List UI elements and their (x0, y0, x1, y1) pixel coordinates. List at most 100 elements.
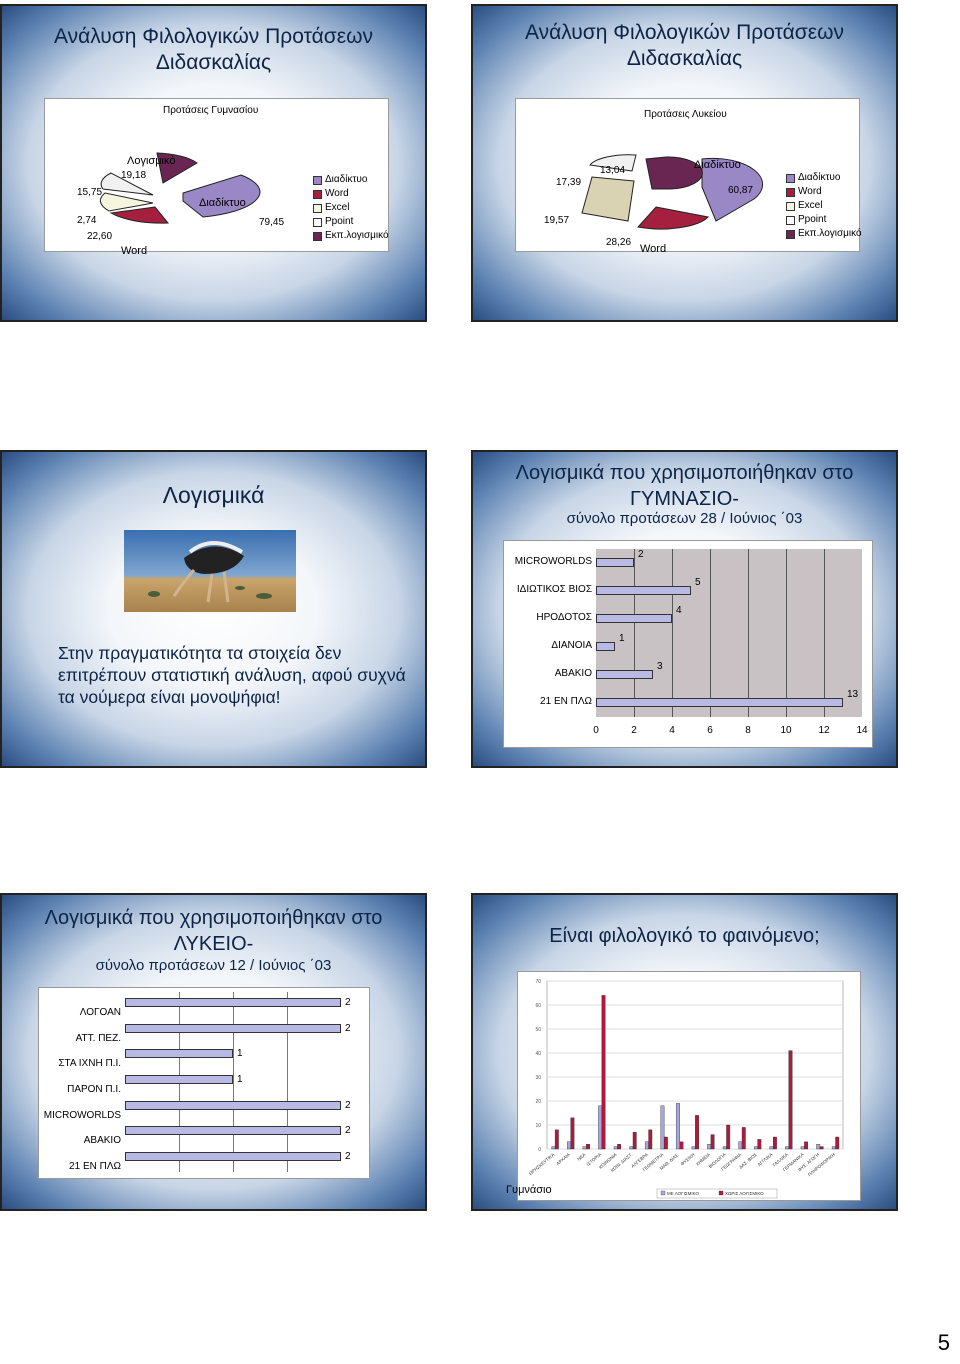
x-tick-label: 10 (780, 725, 792, 736)
x-tick-label: 14 (856, 725, 868, 736)
slide-title: Λογισμικά που χρησιμοποιήθηκαν στο ΛΥΚΕΙ… (44, 907, 383, 955)
legend-item: Ppoint (325, 216, 354, 227)
pie-slice-ppoint (100, 172, 154, 196)
bar (551, 1146, 556, 1150)
bar (596, 558, 634, 567)
bar (710, 1134, 715, 1150)
x-tick-label: ΝΕΑ (576, 1152, 586, 1162)
chart-label: Γυμνάσιο (506, 1184, 552, 1196)
bar (648, 1129, 653, 1150)
bar (800, 1146, 805, 1150)
pie-value: 19,57 (544, 215, 570, 226)
bar (617, 1143, 622, 1150)
bar (835, 1136, 840, 1150)
bar (596, 670, 653, 679)
gridline (672, 549, 673, 717)
legend-item: ΜΕ ΛΟΓΙΣΜΙΚΟ (667, 1191, 700, 1196)
bar (788, 1050, 793, 1150)
x-tick-label: ΦΥΣΙΚΗ (680, 1152, 696, 1167)
x-tick-label: 8 (745, 725, 751, 736)
pie-slice-word (109, 206, 170, 224)
x-tick-label: ΑΡΧΑΙΑ (555, 1152, 571, 1166)
bar (598, 1105, 603, 1150)
legend-item: Word (325, 188, 349, 199)
bar (726, 1124, 731, 1150)
bar (125, 997, 341, 1007)
legend-item: ΧΩΡΙΣ ΛΟΓΙΣΜΙΚΟ (725, 1191, 764, 1196)
legend-item: Εκπ.λογισμικό (798, 228, 862, 239)
bar (125, 1075, 233, 1084)
pie-slice-software (156, 152, 198, 184)
bar (125, 1023, 341, 1033)
pie-label: Διαδίκτυο (694, 159, 741, 171)
slide-title: Είναι φιλολογικό το φαινόμενο; (549, 925, 820, 947)
bar (695, 1115, 699, 1150)
pie-value: 22,60 (87, 231, 113, 242)
bar (679, 1141, 684, 1150)
data-label: 2 (345, 1099, 351, 1111)
legend-swatch (660, 1190, 666, 1196)
bar (769, 1146, 774, 1150)
x-tick-label: 0 (593, 725, 599, 736)
bar (125, 1049, 233, 1059)
category-label: ΔΙΑΝΟΙΑ (551, 640, 592, 651)
plot-area (596, 549, 862, 717)
bar (785, 1146, 789, 1150)
data-label: 4 (676, 605, 682, 616)
pie-value: 60,87 (728, 185, 754, 196)
slide-2: Ανάλυση Φιλολογικών Προτάσεων Διδασκαλία… (471, 4, 898, 322)
y-tick-label: 10 (535, 1123, 541, 1129)
bar (816, 1143, 821, 1150)
data-label: 2 (345, 1125, 351, 1137)
pie-slice-software (645, 156, 703, 190)
slide-4: Λογισμικά που χρησιμοποιήθηκαν στο ΓΥΜΝΑ… (471, 450, 898, 768)
data-label: 2 (345, 996, 351, 1008)
bar (125, 1126, 341, 1136)
x-tick-label: 6 (707, 725, 713, 736)
slide-title: Ανάλυση Φιλολογικών Προτάσεων Διδασκαλία… (525, 21, 844, 70)
y-tick-label: 40 (535, 1051, 541, 1057)
pie-value: 15,75 (77, 187, 103, 198)
x-tick-label: 12 (818, 725, 830, 736)
category-label: MICROWORLDS (43, 1109, 121, 1121)
category-label: ΗΡΟΔΟΤΟΣ (536, 612, 592, 623)
slide-subtitle: σύνολο προτάσεων 12 / Ιούνιος ΄03 (95, 957, 332, 974)
bar (831, 1146, 836, 1150)
y-tick-label: 50 (535, 1027, 541, 1033)
legend-item: Διαδίκτυο (325, 174, 368, 185)
bar (125, 1100, 341, 1110)
pie-label: Word (121, 245, 148, 257)
slide-3: Λογισμικά Στην πραγματικότητα τα στοιχεί… (0, 450, 427, 768)
y-tick-label: 60 (535, 1003, 541, 1009)
chart-title: Προτάσεις Λυκείου (644, 109, 727, 120)
category-label: ΛΟΓΟΑΝ (79, 1006, 121, 1018)
x-tick-label: ΘΡΗΣΚΕΥΤΙΚΑ (528, 1152, 555, 1176)
data-label: 13 (847, 689, 859, 700)
data-label: 1 (237, 1048, 243, 1060)
x-tick-label: 4 (669, 725, 675, 736)
pie-slice-internet (701, 157, 764, 222)
bar (613, 1146, 618, 1150)
category-label: MICROWORLDS (514, 556, 592, 567)
page-number: 5 (937, 1330, 950, 1355)
pie-chart-panel: Προτάσεις Γυμνασίου Λογισμικό 19,18 15,7… (44, 98, 389, 257)
bar (804, 1141, 808, 1150)
bar (601, 995, 606, 1150)
slide-title: Ανάλυση Φιλολογικών Προτάσεων Διδασκαλία… (54, 25, 373, 74)
horizontal-bar-chart: 0 2 4 6 8 10 12 14 MICROWORLDS 2 ΙΔΙΩΤΙΚΟΣ ΒΙΟΣ 5 ΗΡ… (503, 540, 873, 748)
pie-value: 79,45 (259, 217, 285, 228)
pie-label: Διαδίκτυο (199, 197, 246, 209)
bar (676, 1103, 680, 1150)
bar (741, 1127, 746, 1150)
bar (819, 1146, 824, 1150)
data-label: 2 (345, 1151, 351, 1163)
category-label: ΑΒΑΚΙΟ (554, 668, 592, 679)
gridline (634, 549, 635, 717)
pie-slice-excel (581, 176, 635, 222)
category-label: ΠΑΡΟΝ Π.Ι. (67, 1084, 121, 1095)
bar (596, 586, 691, 595)
bar (663, 1136, 668, 1150)
gridline (748, 549, 749, 717)
legend-item: Ppoint (798, 214, 827, 225)
gridline (287, 992, 288, 1172)
